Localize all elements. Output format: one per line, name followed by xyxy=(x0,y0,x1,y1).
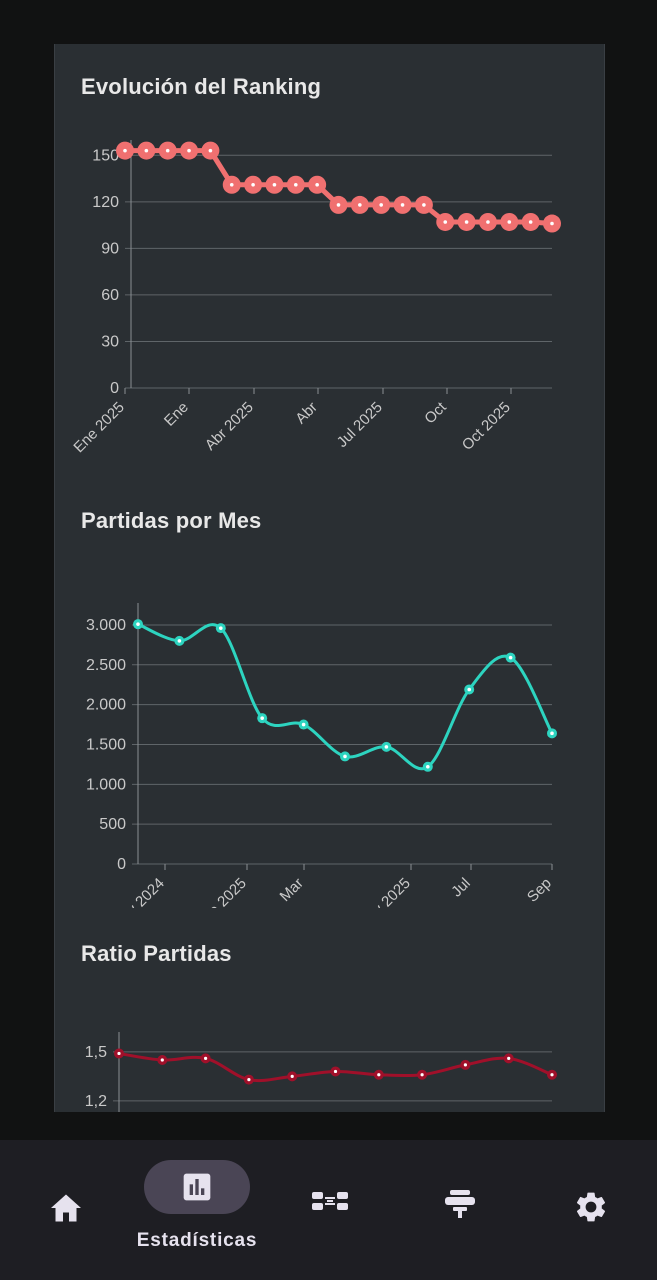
y-tick-label: 1.500 xyxy=(86,736,126,753)
data-point-center xyxy=(260,716,264,720)
data-point-center xyxy=(290,1074,294,1078)
data-point-center xyxy=(294,182,298,187)
x-tick-label: Abr xyxy=(292,399,321,428)
nav-item-stats[interactable] xyxy=(130,1140,264,1280)
data-point-center xyxy=(123,148,127,153)
y-tick-label: 30 xyxy=(101,333,119,350)
versus-icon xyxy=(312,1192,348,1210)
data-point-center xyxy=(550,221,554,226)
data-point-center xyxy=(550,1073,554,1077)
data-point-center xyxy=(420,1073,424,1077)
data-point-center xyxy=(144,148,149,153)
data-point-center xyxy=(377,1073,381,1077)
data-point-center xyxy=(507,1056,511,1060)
x-tick-label: Sep xyxy=(524,875,555,906)
data-point-center xyxy=(464,220,469,224)
trophy-icon xyxy=(445,1190,475,1218)
data-point-center xyxy=(507,220,512,224)
nav-item-matches[interactable] xyxy=(284,1140,376,1280)
stats-card: Evolución del Ranking 0 30 60 90 120 150 Ene 2… xyxy=(54,44,605,1112)
y-tick-label: 0 xyxy=(110,380,119,397)
y-tick-label: 60 xyxy=(101,287,119,304)
data-point-center xyxy=(177,639,182,643)
data-point-center xyxy=(384,745,389,749)
x-tick-label: Abr 2025 xyxy=(202,399,257,454)
data-point-center xyxy=(136,622,140,626)
gear-icon xyxy=(576,1192,606,1222)
x-tick-label: Ene xyxy=(161,399,192,430)
data-point-center xyxy=(160,1058,164,1062)
data-point-center xyxy=(343,754,347,759)
data-point-center xyxy=(508,655,513,660)
games-chart-title: Partidas por Mes xyxy=(81,508,262,533)
ranking-chart: 0 30 60 90 120 150 Ene 2025 Ene Abr 2025 Abr Jul 2… xyxy=(70,140,561,456)
x-tick-label: Mar xyxy=(277,875,307,905)
nav-item-tournaments[interactable] xyxy=(414,1140,506,1280)
y-tick-label: 1.000 xyxy=(86,776,126,793)
data-point-center xyxy=(204,1056,208,1060)
data-point-center xyxy=(219,626,223,630)
data-point-center xyxy=(486,220,490,224)
x-tick-label: Ene 2025 xyxy=(70,399,127,456)
nav-label-stats: Estadísticas xyxy=(136,1230,258,1251)
home-icon xyxy=(51,1194,81,1222)
data-point-center xyxy=(272,182,277,187)
data-point-center xyxy=(426,764,430,769)
y-tick-label: 1,2 xyxy=(85,1093,107,1110)
data-point-center xyxy=(358,203,362,207)
data-point-center xyxy=(301,722,306,727)
y-tick-label: 0 xyxy=(117,856,126,873)
ratio-chart: 0,91,21,5 xyxy=(85,1032,557,1112)
y-tick-label: 3.000 xyxy=(86,617,126,634)
data-point-center xyxy=(336,203,341,207)
x-tick-label: Nov 2024 xyxy=(110,875,167,908)
x-tick-label: Oct xyxy=(421,398,450,427)
nav-item-settings[interactable] xyxy=(546,1140,638,1280)
data-point-center xyxy=(208,148,213,153)
y-tick-label: 2.500 xyxy=(86,657,126,674)
y-tick-label: 90 xyxy=(101,240,119,257)
data-point-center xyxy=(165,148,170,153)
data-point-center xyxy=(229,182,234,187)
data-point-center xyxy=(550,731,554,736)
x-tick-label: Oct 2025 xyxy=(459,399,514,454)
data-point-center xyxy=(443,220,448,224)
ratio-chart-title: Ratio Partidas xyxy=(81,941,232,966)
data-point-center xyxy=(379,203,384,207)
data-point-center xyxy=(187,148,191,153)
data-point-center xyxy=(400,203,405,207)
y-tick-label: 500 xyxy=(99,816,126,833)
nav-item-home[interactable] xyxy=(20,1140,112,1280)
x-tick-label: Jul 2025 xyxy=(334,399,386,451)
data-point-center xyxy=(315,182,319,187)
data-point-center xyxy=(467,687,472,692)
bar-chart-icon xyxy=(183,1173,211,1201)
data-point-center xyxy=(117,1051,121,1056)
x-tick-label: May 2025 xyxy=(355,875,414,908)
x-tick-label: Ene 2025 xyxy=(192,875,249,908)
bottom-navigation: Estadísticas xyxy=(0,1140,657,1280)
y-tick-label: 120 xyxy=(92,194,119,211)
x-tick-label: Jul xyxy=(448,875,474,901)
data-point-center xyxy=(422,203,426,207)
data-point-center xyxy=(247,1078,251,1082)
data-point-center xyxy=(251,182,255,187)
data-point-center xyxy=(528,220,533,224)
ranking-chart-title: Evolución del Ranking xyxy=(81,74,322,99)
games-per-month-chart: 0 500 1.000 1.500 2.000 2.500 3.000 Nov 2024 Ene… xyxy=(86,603,557,908)
y-tick-label: 150 xyxy=(92,147,119,164)
data-point-center xyxy=(463,1063,467,1067)
data-point-center xyxy=(333,1069,338,1074)
y-tick-label: 1,5 xyxy=(85,1044,107,1061)
y-tick-label: 2.000 xyxy=(86,697,126,714)
series-line xyxy=(137,622,554,771)
